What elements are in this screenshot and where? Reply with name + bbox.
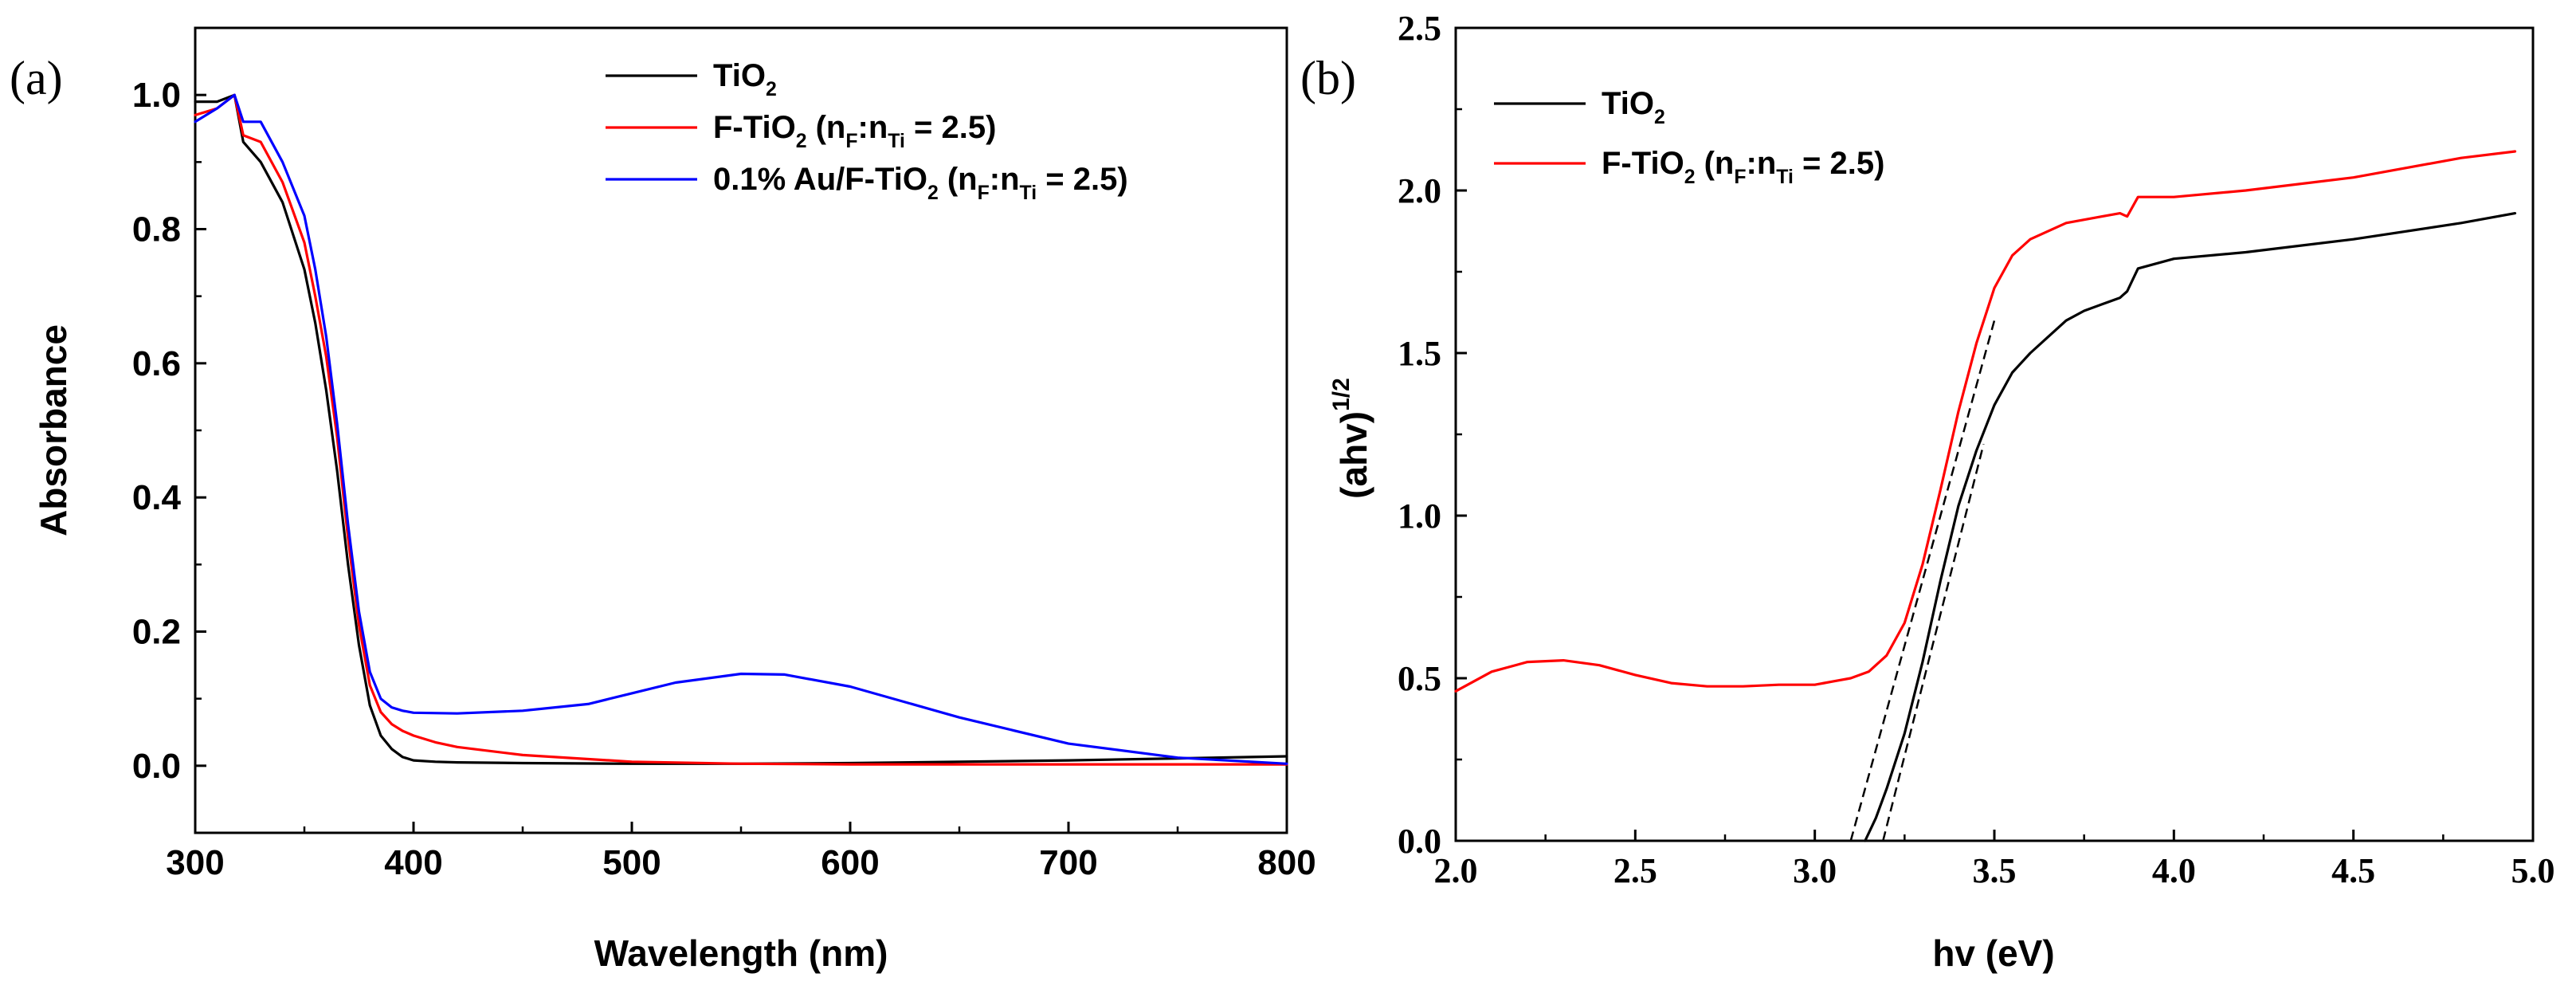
x-tick-label: 500 bbox=[602, 843, 661, 882]
x-tick-label: 300 bbox=[166, 843, 224, 882]
tangent-line-1 bbox=[1882, 443, 1985, 842]
y-tick-label: 1.0 bbox=[132, 76, 181, 115]
x-tick-label: 3.0 bbox=[1793, 851, 1837, 890]
legend-label-1: F-TiO2 (nF:nTi = 2.5) bbox=[713, 110, 996, 152]
x-tick-label: 4.5 bbox=[2331, 851, 2375, 890]
x-tick-label: 2.5 bbox=[1613, 851, 1657, 890]
svg-text:(ahv)1/2: (ahv)1/2 bbox=[1328, 378, 1374, 499]
x-tick-label: 3.5 bbox=[1973, 851, 2017, 890]
y-tick-labels-a: 0.0 0.2 0.4 0.6 0.8 1.0 bbox=[132, 76, 182, 786]
plot-frame-a bbox=[194, 26, 1288, 834]
panel-a-label: (a) bbox=[10, 52, 63, 104]
legend-label-1: F-TiO2 (nF:nTi = 2.5) bbox=[1602, 146, 1884, 188]
panel-b: (b) 2.0 2.5 3.0 3.5 4.0 4.5 5.0 0.0 0.5 1.0 1.5 2.… bbox=[1300, 9, 2555, 974]
x-tick-labels-b: 2.0 2.5 3.0 3.5 4.0 4.5 5.0 bbox=[1434, 851, 2555, 890]
panel-b-label: (b) bbox=[1300, 52, 1356, 104]
legend-label-2: 0.1% Au/F-TiO2 (nF:nTi = 2.5) bbox=[713, 162, 1128, 204]
x-tick-label: 700 bbox=[1039, 843, 1097, 882]
panel-a: (a) 300 400 500 600 700 800 0.0 0.2 0.4 0.6 0.8 1.… bbox=[10, 26, 1316, 974]
y-axis-title-b-main: (ahv) bbox=[1333, 411, 1374, 499]
series-lines-b bbox=[1454, 150, 2517, 842]
ticks-a bbox=[194, 93, 1288, 833]
tangent-line-0 bbox=[1849, 320, 1996, 842]
y-tick-label: 0.2 bbox=[132, 613, 181, 652]
legend-a: TiO2 F-TiO2 (nF:nTi = 2.5) 0.1% Au/F-TiO2 … bbox=[606, 58, 1128, 204]
x-tick-label: 600 bbox=[821, 843, 879, 882]
y-tick-label: 0.0 bbox=[1398, 822, 1441, 861]
legend-label-0: TiO2 bbox=[713, 58, 777, 100]
y-tick-label: 0.6 bbox=[132, 344, 181, 383]
series-line-1 bbox=[1454, 150, 2517, 693]
y-axis-title-b-sup: 1/2 bbox=[1328, 378, 1355, 411]
y-tick-label: 1.5 bbox=[1398, 334, 1441, 373]
y-tick-label: 0.5 bbox=[1398, 659, 1441, 698]
series-line-1 bbox=[194, 93, 1288, 766]
legend-b: TiO2 F-TiO2 (nF:nTi = 2.5) bbox=[1494, 86, 1884, 188]
y-tick-label: 0.4 bbox=[132, 478, 182, 517]
x-tick-label: 2.0 bbox=[1434, 851, 1478, 890]
y-tick-label: 2.0 bbox=[1398, 171, 1441, 210]
x-tick-labels-a: 300 400 500 600 700 800 bbox=[166, 843, 1315, 882]
x-tick-label: 5.0 bbox=[2511, 851, 2555, 890]
y-tick-labels-b: 0.0 0.5 1.0 1.5 2.0 2.5 bbox=[1398, 9, 1441, 861]
series-line-0 bbox=[1864, 212, 2517, 842]
x-axis-title-a: Wavelength (nm) bbox=[594, 932, 888, 974]
x-axis-title-b: hv (eV) bbox=[1932, 932, 2054, 974]
y-tick-label: 1.0 bbox=[1398, 497, 1441, 536]
y-tick-label: 0.0 bbox=[132, 747, 181, 786]
series-lines-a bbox=[194, 93, 1288, 766]
ticks-b bbox=[1454, 26, 2535, 842]
legend-label-0: TiO2 bbox=[1602, 86, 1665, 128]
y-tick-label: 0.8 bbox=[132, 210, 181, 249]
series-line-2 bbox=[194, 93, 1288, 765]
y-axis-title-b: (ahv)1/2 bbox=[1328, 378, 1374, 499]
x-tick-label: 800 bbox=[1257, 843, 1315, 882]
y-axis-title-a: Absorbance bbox=[33, 324, 74, 536]
x-tick-label: 400 bbox=[384, 843, 442, 882]
x-tick-label: 4.0 bbox=[2152, 851, 2196, 890]
y-tick-label: 2.5 bbox=[1398, 9, 1441, 48]
